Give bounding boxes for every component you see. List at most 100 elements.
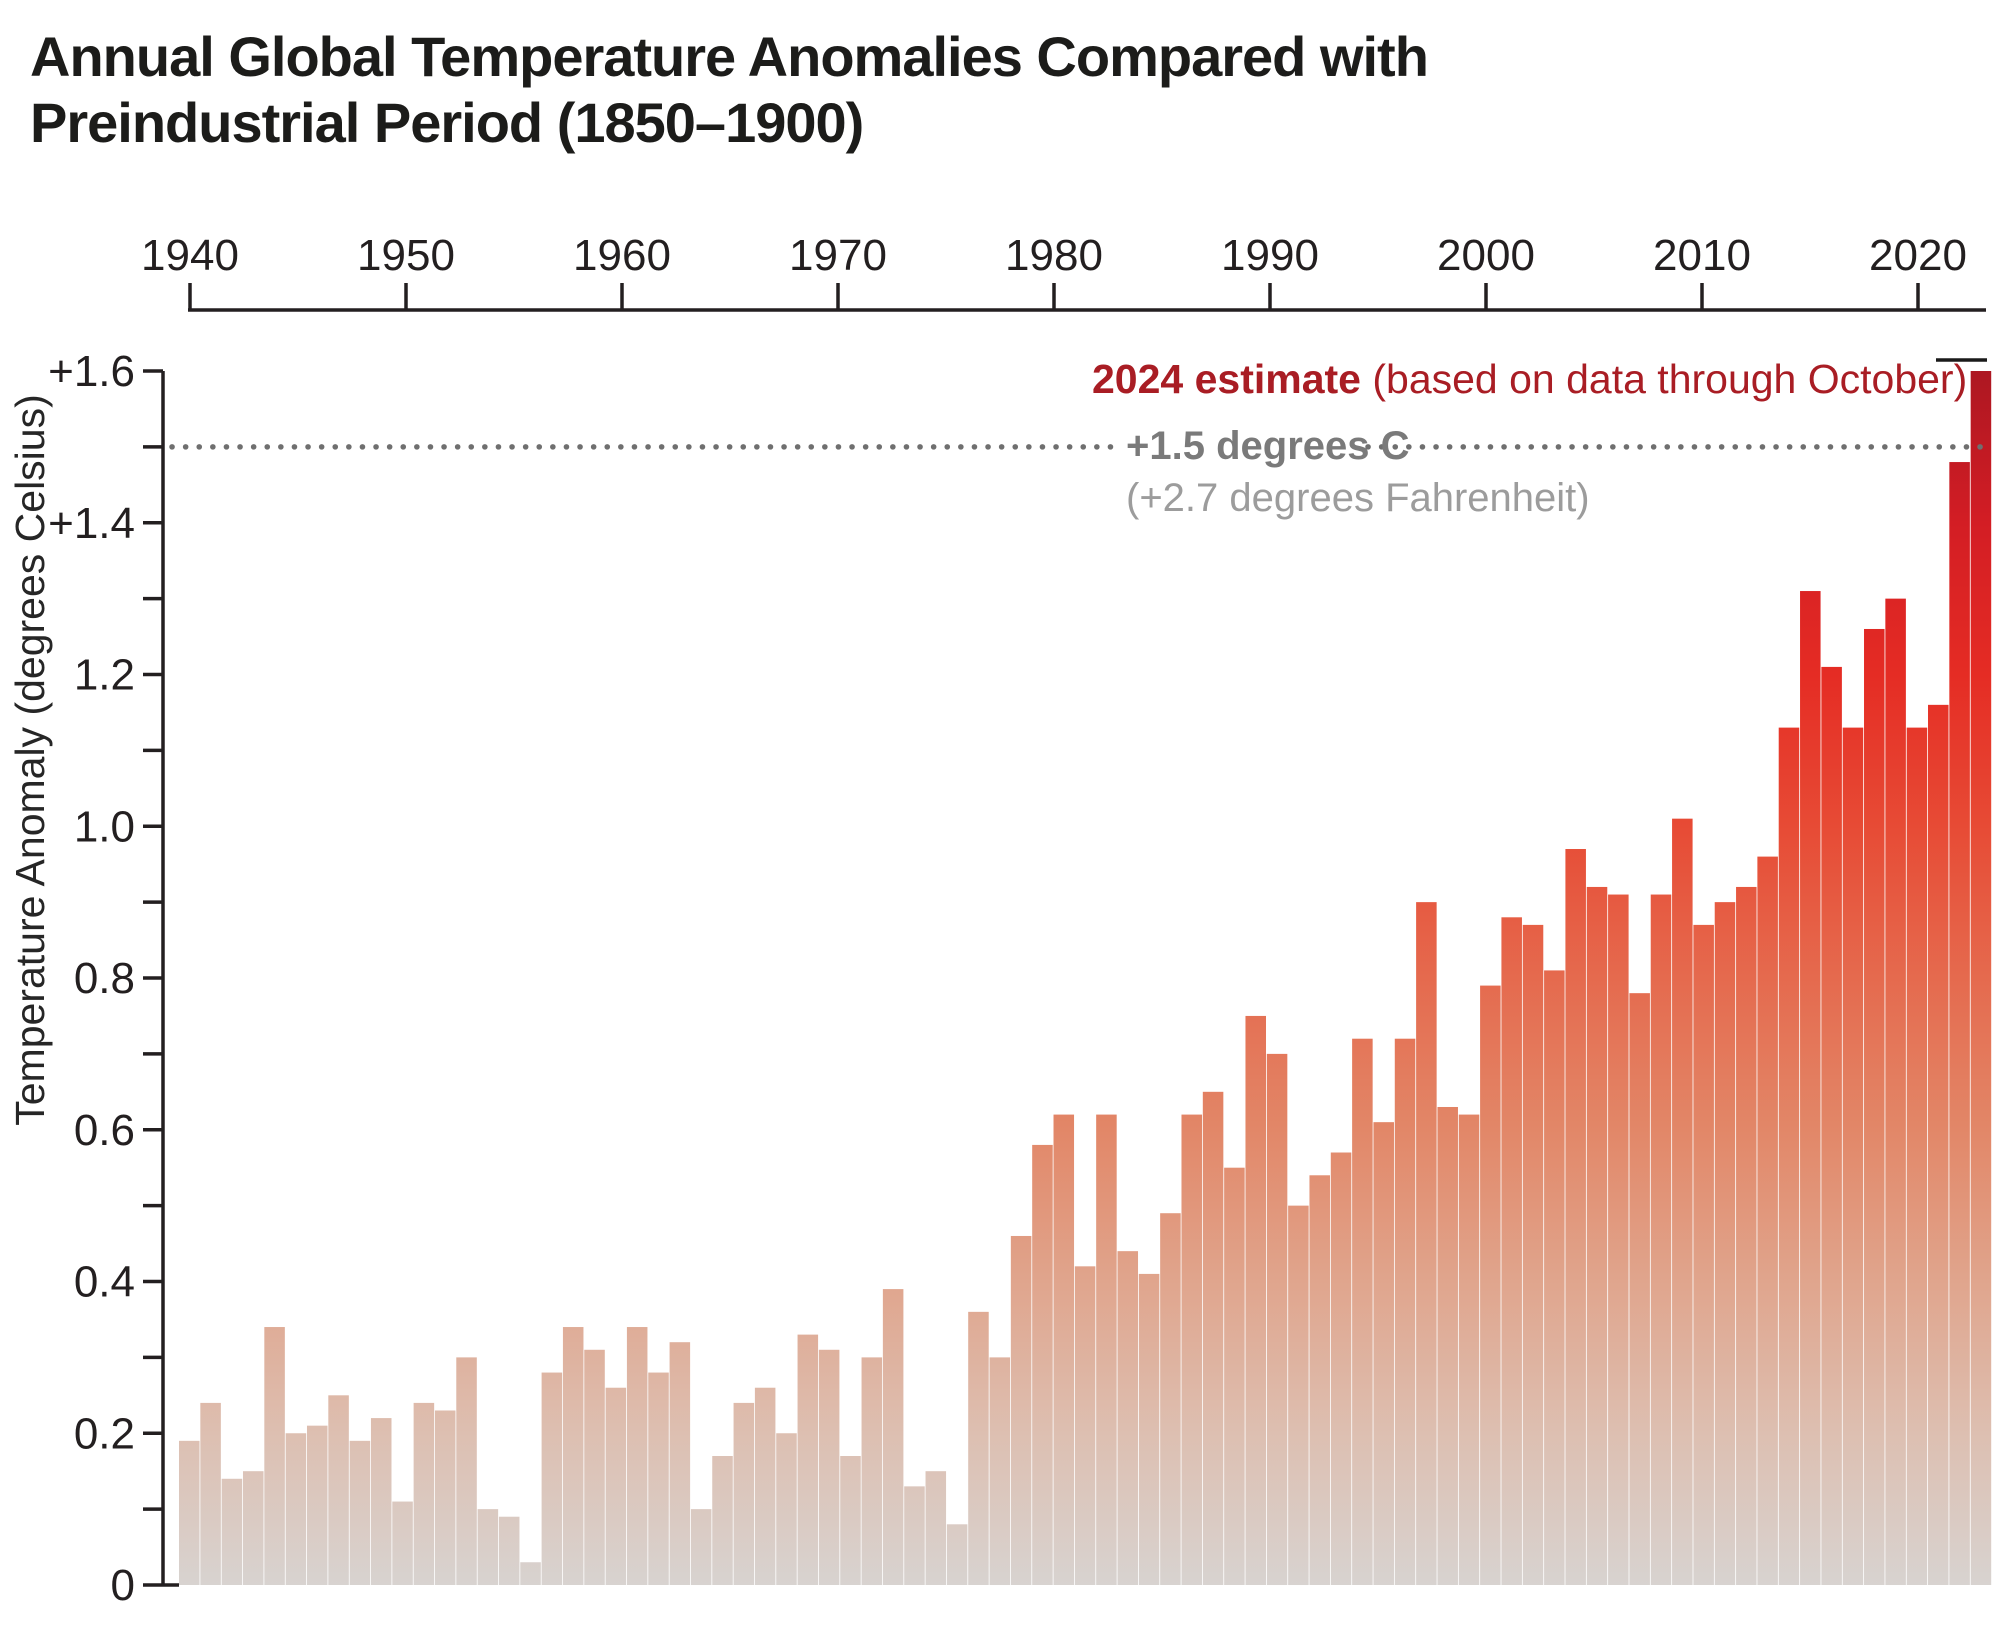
title-line-2: Preindustrial Period (1850–1900): [30, 91, 864, 155]
bar-1953: [456, 1357, 477, 1586]
estimate-annotation: 2024 estimate (based on data through Oct…: [1092, 356, 1967, 403]
y-tick-label-0.8: 0.8: [74, 954, 135, 1003]
bar-1958: [562, 1327, 584, 1585]
bar-2010: [1672, 818, 1693, 1585]
threshold-sublabel: (+2.7 degrees Fahrenheit): [1126, 476, 1590, 520]
bar-1973: [882, 1289, 904, 1585]
y-tick-label-1: 1.0: [74, 802, 135, 851]
x-tick-label-1960: 1960: [573, 231, 671, 280]
y-tick-label-0.2: 0.2: [74, 1409, 135, 1458]
bar-1951: [413, 1402, 435, 1585]
bar-1981: [1053, 1114, 1075, 1585]
bars: [179, 371, 1992, 1586]
bar-1967: [754, 1387, 776, 1585]
y-tick-label-1.2: 1.2: [74, 651, 135, 700]
x-tick-label-2010: 2010: [1653, 231, 1751, 280]
bar-1976: [946, 1524, 968, 1585]
bar-2017: [1821, 666, 1842, 1585]
bar-1962: [648, 1372, 669, 1585]
bar-2011: [1693, 924, 1714, 1585]
bar-1940: [179, 1440, 200, 1585]
bar-2009: [1650, 894, 1672, 1585]
y-axis: 0 0.2 0.4 0.6 0.8 1.0 1.2 +1.4 +1.6: [48, 347, 179, 1610]
bar-1968: [776, 1433, 797, 1585]
bar-2007: [1608, 894, 1629, 1585]
bar-1952: [434, 1410, 456, 1585]
y-tick-label-1.6: +1.6: [48, 347, 135, 396]
bar-1949: [370, 1418, 392, 1585]
bar-2005: [1565, 849, 1586, 1585]
bar-1978: [989, 1357, 1011, 1586]
bar-1997: [1394, 1038, 1416, 1585]
bar-1995: [1352, 1038, 1373, 1585]
bar-1961: [626, 1327, 648, 1585]
bar-1990: [1245, 1015, 1266, 1585]
bar-1987: [1181, 1114, 1203, 1585]
x-tick-label-1970: 1970: [789, 231, 887, 280]
bar-2012: [1714, 902, 1736, 1586]
bar-2024: [1970, 371, 1992, 1585]
bar-1998: [1416, 902, 1437, 1586]
bar-1955: [498, 1516, 520, 1585]
y-tick-label-0.6: 0.6: [74, 1106, 135, 1155]
bar-1969: [797, 1334, 819, 1585]
bar-1985: [1138, 1273, 1160, 1585]
bar-1960: [605, 1387, 627, 1585]
page-title: Annual Global Temperature Anomalies Comp…: [30, 24, 1429, 156]
bar-2021: [1906, 727, 1928, 1585]
bar-2000: [1458, 1114, 1480, 1585]
bar-1959: [584, 1349, 605, 1585]
bar-1948: [349, 1440, 371, 1585]
bar-1996: [1373, 1122, 1394, 1585]
bar-1954: [477, 1509, 499, 1586]
y-tick-label-0: 0: [111, 1561, 135, 1610]
bar-1983: [1096, 1114, 1117, 1585]
bar-1966: [733, 1402, 755, 1585]
estimate-annotation-bold: 2024 estimate: [1092, 356, 1361, 402]
bar-1956: [520, 1562, 541, 1585]
bar-2015: [1778, 727, 1800, 1585]
bar-1992: [1288, 1205, 1309, 1586]
threshold-label: +1.5 degrees C: [1126, 424, 1410, 468]
x-tick-label-1980: 1980: [1005, 231, 1103, 280]
bar-1964: [690, 1509, 712, 1586]
bar-2001: [1480, 985, 1501, 1585]
y-axis-title: Temperature Anomaly (degrees Celsius): [7, 394, 53, 1126]
x-tick-label-2000: 2000: [1437, 231, 1535, 280]
bar-1943: [242, 1471, 264, 1585]
title-line-1: Annual Global Temperature Anomalies Comp…: [30, 25, 1429, 88]
bar-1942: [221, 1478, 243, 1585]
bar-2019: [1864, 628, 1885, 1585]
bar-2018: [1842, 727, 1864, 1585]
x-axis: 1940 1950 1960 1970 1980 1990 2000 2010 2020: [141, 231, 1986, 312]
x-tick-label-1990: 1990: [1221, 231, 1319, 280]
bar-1989: [1224, 1167, 1245, 1585]
x-tick-label-1940: 1940: [141, 231, 239, 280]
bar-1971: [840, 1456, 861, 1585]
bar-2003: [1522, 924, 1544, 1585]
y-tick-label-1.4: +1.4: [48, 499, 135, 548]
bar-2004: [1544, 970, 1565, 1585]
bar-1984: [1117, 1251, 1139, 1585]
bar-1945: [285, 1433, 307, 1585]
bar-2013: [1736, 886, 1757, 1585]
bar-1982: [1074, 1266, 1096, 1585]
estimate-annotation-rest: (based on data through October): [1360, 356, 1968, 402]
bar-1963: [669, 1342, 691, 1585]
bar-1957: [541, 1372, 563, 1585]
bar-2002: [1501, 917, 1522, 1585]
bar-2020: [1885, 598, 1906, 1586]
x-tick-label-2020: 2020: [1869, 231, 1967, 280]
bar-1975: [925, 1471, 947, 1585]
bar-1947: [328, 1395, 349, 1585]
bar-2016: [1800, 591, 1821, 1585]
bar-1974: [904, 1486, 925, 1585]
bar-2014: [1757, 856, 1778, 1585]
bar-2008: [1629, 993, 1650, 1585]
bar-1972: [861, 1357, 883, 1586]
bar-1999: [1437, 1106, 1458, 1585]
bar-1950: [392, 1501, 413, 1585]
bar-1965: [712, 1456, 733, 1585]
